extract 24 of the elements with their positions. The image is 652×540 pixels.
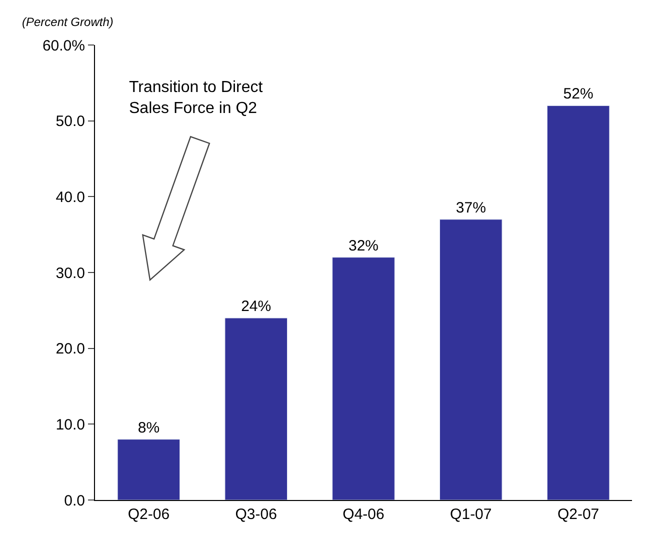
- x-tick-label: Q4-06: [342, 506, 384, 523]
- y-tick-label: 40.0: [56, 188, 85, 206]
- y-axis-title: (Percent Growth): [22, 15, 114, 29]
- x-tick-label: Q2-06: [128, 506, 170, 523]
- data-label: 24%: [241, 298, 272, 315]
- data-label: 37%: [456, 199, 486, 216]
- bar: [117, 439, 180, 500]
- y-tick-label: 10.0: [56, 416, 85, 434]
- y-tick-label: 60.0%: [42, 37, 85, 54]
- y-tick-label: 20.0: [56, 340, 85, 358]
- x-tick-label: Q3-06: [235, 506, 277, 523]
- data-label: 32%: [348, 237, 379, 254]
- y-tick-label: 50.0: [56, 113, 85, 130]
- bar: [332, 257, 395, 500]
- annotation: Transition to Direct Sales Force in Q2: [129, 79, 264, 117]
- x-tick-label: Q1-07: [450, 506, 492, 523]
- bar: [440, 219, 502, 500]
- x-tick-label: Q2-07: [557, 506, 600, 523]
- y-tick-label: 30.0: [56, 264, 85, 282]
- data-label: 8%: [138, 419, 160, 436]
- y-tick-label: 0.0: [64, 492, 85, 510]
- bar: [224, 318, 288, 500]
- data-label: 52%: [563, 86, 594, 103]
- bar: [546, 105, 610, 500]
